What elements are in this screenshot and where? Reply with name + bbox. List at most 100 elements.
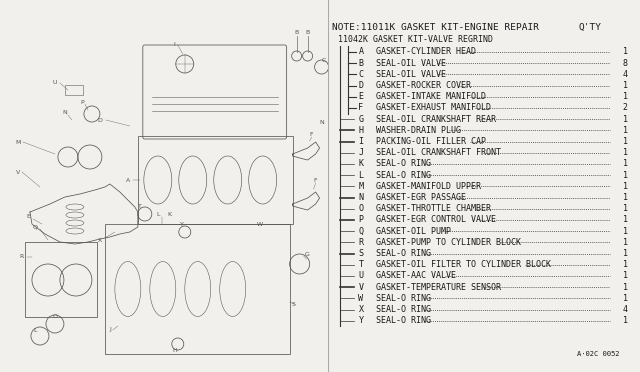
Text: B: B [305,29,310,35]
Text: F: F [358,103,364,112]
Text: 4: 4 [623,70,628,79]
Text: 11042K GASKET KIT-VALVE REGRIND: 11042K GASKET KIT-VALVE REGRIND [339,35,493,45]
Text: GASKET-OIL FILTER TO CYLINDER BLOCK: GASKET-OIL FILTER TO CYLINDER BLOCK [376,260,550,269]
Text: Q'TY: Q'TY [579,22,602,32]
Text: E: E [26,215,30,219]
Text: L: L [33,327,36,333]
Bar [138,136,292,224]
Text: 1: 1 [623,126,628,135]
Text: GASKET-THROTTLE CHAMBER: GASKET-THROTTLE CHAMBER [376,204,491,213]
Text: 1: 1 [623,193,628,202]
Text: NOTE:11011K GASKET KIT-ENGINE REPAIR: NOTE:11011K GASKET KIT-ENGINE REPAIR [332,22,540,32]
Text: S: S [358,249,364,258]
Text: Y: Y [358,316,364,325]
Text: A: A [358,48,364,57]
Text: 4: 4 [623,305,628,314]
Text: N: N [358,193,364,202]
Text: SEAL-OIL CRANKSHAFT FRONT: SEAL-OIL CRANKSHAFT FRONT [376,148,500,157]
Text: 1: 1 [623,238,628,247]
Text: E: E [358,92,364,101]
Text: SEAL-OIL VALVE: SEAL-OIL VALVE [376,59,445,68]
Text: M: M [358,182,364,191]
Text: PACKING-OIL FILLER CAP: PACKING-OIL FILLER CAP [376,137,486,146]
Text: A·02C 0052: A·02C 0052 [577,351,620,357]
Text: I: I [358,137,364,146]
Text: C: C [321,58,326,62]
Text: L: L [156,212,159,217]
Text: Y: Y [180,221,184,227]
Text: U: U [358,272,364,280]
Text: Q: Q [358,227,364,236]
Text: 1: 1 [623,137,628,146]
Text: 1: 1 [623,160,628,169]
Text: 1: 1 [623,227,628,236]
Text: Q: Q [33,224,38,230]
Text: J: J [358,148,364,157]
Text: W: W [358,294,364,303]
Text: SEAL-O RING: SEAL-O RING [376,160,431,169]
Text: F: F [314,177,317,183]
Text: D: D [97,118,102,122]
Text: GASKET-ROCKER COVER: GASKET-ROCKER COVER [376,81,470,90]
Text: GASKET-EGR CONTROL VALVE: GASKET-EGR CONTROL VALVE [376,215,495,224]
Text: GASKET-OIL PUMP: GASKET-OIL PUMP [376,227,451,236]
Text: 1: 1 [623,249,628,258]
Text: 1: 1 [623,115,628,124]
Text: B: B [294,29,299,35]
Text: GASKET-MANIFOLD UPPER: GASKET-MANIFOLD UPPER [376,182,481,191]
Text: B: B [358,59,364,68]
Text: O: O [358,204,364,213]
Text: P: P [358,215,364,224]
Text: H: H [172,347,177,353]
Text: J: J [109,327,111,333]
Text: WASHER-DRAIN PLUG: WASHER-DRAIN PLUG [376,126,461,135]
Text: M: M [15,140,20,144]
Text: K: K [358,160,364,169]
Text: 1: 1 [623,283,628,292]
Text: A: A [125,177,130,183]
Text: H: H [358,126,364,135]
Text: 8: 8 [623,59,628,68]
Text: I: I [174,42,176,46]
Bar [25,242,97,317]
Text: GASKET-EXHAUST MANIFOLD: GASKET-EXHAUST MANIFOLD [376,103,491,112]
Text: 1: 1 [623,171,628,180]
Text: L: L [358,171,364,180]
Text: GASKET-EGR PASSAGE: GASKET-EGR PASSAGE [376,193,465,202]
Text: 1: 1 [623,316,628,325]
Text: U: U [52,80,57,84]
Text: SEAL-O RING: SEAL-O RING [376,171,431,180]
Text: N: N [63,109,67,115]
Text: GASKET-AAC VALVE: GASKET-AAC VALVE [376,272,456,280]
Text: 1: 1 [623,48,628,57]
Text: SEAL-O RING: SEAL-O RING [376,316,431,325]
Text: R: R [20,254,24,260]
Text: 1: 1 [623,272,628,280]
Text: GASKET-CYLINDER HEAD: GASKET-CYLINDER HEAD [376,48,476,57]
Bar [105,224,290,354]
Text: G: G [358,115,364,124]
Text: F: F [310,131,314,137]
Text: S: S [292,301,296,307]
Bar [65,85,83,95]
Text: W: W [257,221,263,227]
Text: C: C [358,70,364,79]
Text: SEAL-O RING: SEAL-O RING [376,305,431,314]
Text: 1: 1 [623,294,628,303]
Text: SEAL-OIL VALVE: SEAL-OIL VALVE [376,70,445,79]
Text: T: T [358,260,364,269]
Text: K: K [168,212,172,217]
Text: SEAL-O RING: SEAL-O RING [376,249,431,258]
Text: GASKET-INTAKE MANIFOLD: GASKET-INTAKE MANIFOLD [376,92,486,101]
Text: X: X [358,305,364,314]
Text: 1: 1 [623,260,628,269]
Text: V: V [16,170,20,174]
Text: SEAL-OIL CRANKSHAFT REAR: SEAL-OIL CRANKSHAFT REAR [376,115,495,124]
Text: 1: 1 [623,92,628,101]
Text: N: N [319,119,324,125]
Text: T: T [138,205,142,209]
Text: D: D [358,81,364,90]
Text: GASKET-PUMP TO CYLINDER BLOCK: GASKET-PUMP TO CYLINDER BLOCK [376,238,520,247]
Text: X: X [98,237,102,243]
Text: 1: 1 [623,215,628,224]
